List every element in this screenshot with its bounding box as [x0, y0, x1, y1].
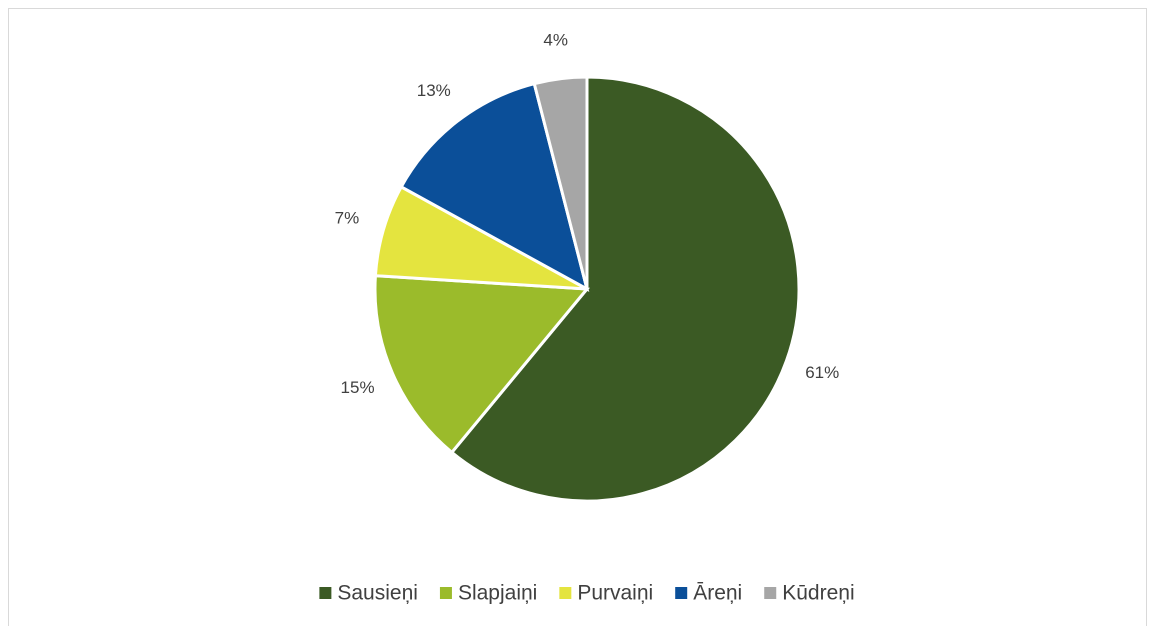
data-label: 15% [341, 378, 375, 397]
legend-swatch [559, 587, 572, 599]
legend-swatch [675, 587, 688, 599]
data-label: 13% [417, 81, 451, 100]
pie-slice [399, 81, 590, 292]
legend-swatch [764, 587, 777, 599]
data-label: 61% [805, 363, 839, 382]
legend-label: Āreņi [693, 582, 742, 605]
pie-slice [373, 274, 591, 455]
legend-label: Purvaiņi [577, 582, 653, 605]
pie-slice [532, 75, 589, 290]
data-label: 4% [543, 30, 568, 49]
legend-label: Sausieņi [337, 582, 418, 605]
legend-swatch [319, 587, 332, 599]
legend-label: Kūdreņi [782, 582, 854, 605]
legend-label: Slapjaiņi [458, 582, 537, 605]
legend-swatch [439, 587, 452, 599]
data-label: 7% [335, 209, 360, 228]
pie-slice [449, 75, 801, 503]
